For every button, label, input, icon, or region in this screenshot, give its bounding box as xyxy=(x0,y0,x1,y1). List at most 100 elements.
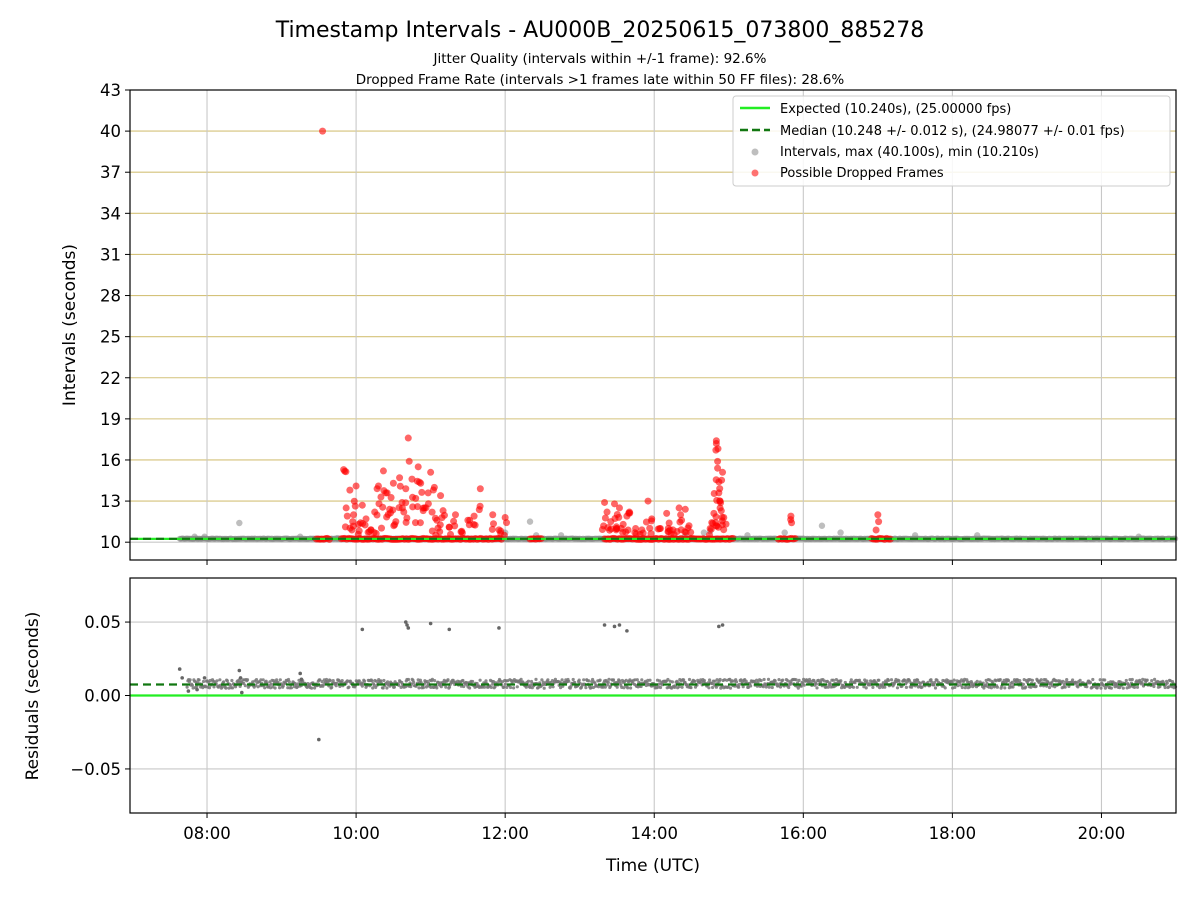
residual-point xyxy=(374,679,379,683)
residual-point xyxy=(1003,686,1007,690)
residual-point xyxy=(1078,678,1082,682)
legend-dropped-label: Possible Dropped Frames xyxy=(780,166,944,181)
residual-point xyxy=(1034,684,1038,689)
dropped-frame-point xyxy=(665,519,673,527)
residual-point xyxy=(929,678,933,682)
legend-box xyxy=(732,95,1171,187)
residual-point xyxy=(212,685,216,689)
residual-point xyxy=(1098,678,1102,682)
residual-point xyxy=(741,685,745,689)
residual-outlier-point xyxy=(238,676,243,680)
dropped-frame-point xyxy=(396,482,404,490)
dropped-frame-point xyxy=(872,526,880,534)
dropped-frame-point xyxy=(379,467,387,475)
residual-point xyxy=(381,686,385,690)
residual-point xyxy=(607,677,611,681)
residual-point xyxy=(245,678,250,682)
dropped-frame-point xyxy=(417,479,425,487)
residual-point xyxy=(190,683,194,687)
residual-point xyxy=(790,682,794,686)
residual-point xyxy=(1021,682,1025,686)
residual-point xyxy=(759,679,763,683)
residuals-y-tick-label: −0.05 xyxy=(70,760,121,779)
residual-point xyxy=(714,685,719,689)
residual-point xyxy=(335,681,339,685)
residual-point xyxy=(787,685,791,690)
dropped-frame-point xyxy=(874,511,882,519)
residual-point xyxy=(956,684,960,688)
residual-outlier-point xyxy=(299,677,304,682)
residual-point xyxy=(238,684,242,689)
residual-point xyxy=(728,686,733,690)
residual-point xyxy=(254,678,259,682)
residual-point xyxy=(482,685,487,689)
residual-point xyxy=(802,683,806,687)
residual-point xyxy=(1130,677,1134,682)
residuals-y-axis-label: Residuals (seconds) xyxy=(23,612,43,781)
residual-point xyxy=(1103,678,1107,682)
residual-point xyxy=(201,679,206,684)
residual-point xyxy=(478,678,482,682)
time-x-ticks: 08:00 10:00 12:00 14:00 16:00 18:00 20:00 xyxy=(183,813,1125,843)
dropped-frame-point xyxy=(422,504,430,512)
residual-outlier-point xyxy=(428,621,433,626)
residual-point xyxy=(839,679,843,683)
residual-point xyxy=(511,686,516,690)
residual-outlier-point xyxy=(240,690,244,695)
dropped-frame-point xyxy=(414,463,422,471)
interval-outlier-point xyxy=(781,529,788,536)
residual-point xyxy=(406,677,411,682)
dropped-frame-point xyxy=(601,498,609,506)
dropped-frame-point xyxy=(500,531,508,539)
residual-point xyxy=(933,680,937,685)
residual-point xyxy=(920,685,924,689)
dropped-frame-point xyxy=(714,445,722,453)
residual-point xyxy=(334,684,338,688)
residual-outlier-point xyxy=(202,676,207,680)
residuals-data xyxy=(130,620,1178,742)
residual-point xyxy=(1132,685,1137,690)
intervals-y-tick-label: 31 xyxy=(100,245,121,264)
residual-point xyxy=(605,683,610,687)
dropped-frame-point xyxy=(714,464,722,472)
residual-point xyxy=(932,683,936,687)
legend-expected-label: Expected (10.240s), (25.00000 fps) xyxy=(780,102,1011,117)
dropped-frame-point xyxy=(408,475,416,483)
residual-point xyxy=(243,684,247,688)
residual-point xyxy=(276,680,280,684)
dropped-frame-point xyxy=(412,494,420,502)
intervals-y-tick-label: 16 xyxy=(100,451,121,470)
intervals-plot-frame xyxy=(129,89,1177,561)
residual-outlier-point xyxy=(403,620,408,624)
residual-point xyxy=(975,679,979,684)
residual-point xyxy=(278,678,282,682)
dropped-frame-point xyxy=(402,499,410,507)
residual-point xyxy=(569,684,573,688)
residual-point xyxy=(215,679,219,683)
dropped-frame-point xyxy=(349,518,357,526)
residual-point xyxy=(864,686,868,690)
residual-point xyxy=(567,679,571,683)
residual-point xyxy=(231,686,235,690)
residual-point xyxy=(611,678,616,682)
residual-point xyxy=(617,679,622,683)
residual-point xyxy=(573,680,577,685)
residual-point xyxy=(777,678,781,682)
residual-point xyxy=(737,685,741,689)
residual-point xyxy=(287,680,291,684)
residual-point xyxy=(509,685,513,690)
dropped-frame-point xyxy=(636,530,644,538)
residual-point xyxy=(711,685,715,690)
residual-point xyxy=(417,686,421,690)
residual-point xyxy=(1088,680,1093,685)
dropped-frame-point xyxy=(428,508,436,516)
residual-point xyxy=(1124,678,1128,683)
dropped-frame-point xyxy=(601,514,609,522)
residual-point xyxy=(1067,684,1071,689)
residual-point xyxy=(385,686,389,690)
residual-point xyxy=(1071,678,1075,682)
residual-point xyxy=(1165,681,1169,685)
residual-point xyxy=(540,678,544,682)
dropped-frame-point xyxy=(457,528,465,536)
